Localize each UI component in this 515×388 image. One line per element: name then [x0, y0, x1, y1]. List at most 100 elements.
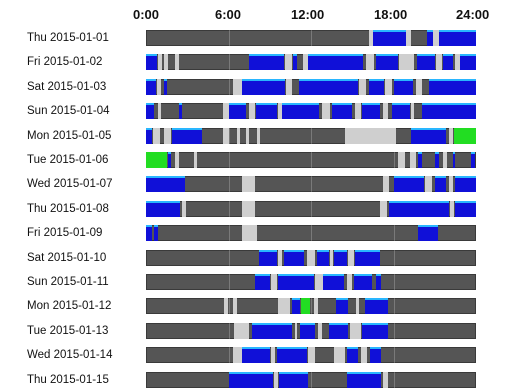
hour-gridline	[393, 347, 395, 363]
row-date-label: Fri 2015-01-02	[27, 56, 103, 68]
activity-segment-gray	[313, 298, 318, 314]
activity-segment-gray	[286, 79, 292, 95]
activity-segment-gray	[246, 128, 250, 144]
activity-segment-gray	[425, 176, 432, 192]
day-timeline-bar	[146, 30, 476, 46]
activity-segment-blue	[346, 347, 358, 363]
activity-segment-gray	[257, 128, 261, 144]
activity-segment-blue	[452, 152, 456, 168]
axis-tick-label: 6:00	[215, 7, 242, 22]
activity-segment-gray	[345, 128, 397, 144]
activity-segment-gray	[158, 54, 163, 70]
activity-segment-blue	[455, 201, 476, 217]
activity-segment-blue	[455, 176, 476, 192]
activity-segment-blue	[146, 128, 152, 144]
hour-gridline	[311, 372, 312, 388]
activity-segment-gray	[436, 54, 442, 70]
hour-gridline	[311, 128, 312, 144]
activity-segment-gray	[368, 30, 373, 46]
activity-segment-blue	[375, 54, 398, 70]
day-timeline-bar	[146, 298, 476, 314]
activity-segment-blue	[256, 103, 277, 119]
activity-segment-gray	[448, 128, 453, 144]
activity-segment-gray	[232, 79, 243, 95]
activity-segment-gray	[306, 250, 316, 266]
activity-segment-gray	[234, 323, 250, 339]
activity-segment-gray	[232, 298, 237, 314]
activity-segment-gray	[317, 323, 322, 339]
activity-segment-gray	[284, 54, 292, 70]
activity-segment-blue	[168, 152, 171, 168]
activity-segment-gray	[366, 54, 375, 70]
hour-gridline	[228, 225, 230, 241]
activity-segment-gray	[415, 79, 423, 95]
activity-segment-blue	[242, 347, 270, 363]
row-date-label: Mon 2015-01-05	[27, 130, 112, 142]
hour-gridline	[228, 347, 230, 363]
activity-segment-blue	[254, 274, 270, 290]
row-date-label: Tue 2015-01-13	[27, 325, 109, 337]
activity-segment-blue	[334, 250, 347, 266]
activity-segment-blue	[335, 298, 349, 314]
row-date-label: Thu 2015-01-01	[27, 32, 109, 44]
activity-segment-gray	[242, 201, 255, 217]
activity-segment-blue	[163, 79, 167, 95]
activity-segment-gray	[302, 54, 309, 70]
activity-segment-blue	[172, 128, 203, 144]
activity-segment-blue	[389, 201, 449, 217]
activity-segment-gray	[382, 103, 388, 119]
row-date-label: Wed 2015-01-07	[27, 178, 113, 190]
activity-segment-blue	[418, 225, 438, 241]
activity-segment-blue	[323, 274, 344, 290]
activity-segment-gray	[433, 30, 439, 46]
activity-segment-gray	[356, 298, 360, 314]
activity-segment-gray	[349, 323, 361, 339]
activity-segment-gray	[249, 103, 255, 119]
activity-segment-green	[454, 128, 476, 144]
activity-segment-blue	[276, 347, 307, 363]
activity-segment-gray	[455, 54, 460, 70]
activity-segment-blue	[434, 152, 439, 168]
activity-segment-gray	[242, 176, 255, 192]
row-date-label: Thu 2015-01-08	[27, 203, 109, 215]
activity-segment-gray	[348, 250, 354, 266]
activity-segment-blue	[416, 54, 435, 70]
activity-segment-gray	[385, 79, 393, 95]
hour-gridline	[393, 152, 395, 168]
row-date-label: Sat 2015-01-03	[27, 81, 107, 93]
activity-segment-blue	[146, 176, 185, 192]
activity-segment-gray	[405, 30, 412, 46]
row-date-label: Sat 2015-01-10	[27, 252, 107, 264]
day-timeline-bar	[146, 54, 476, 70]
axis-tick-label: 0:00	[133, 7, 160, 22]
activity-segment-gray	[174, 152, 179, 168]
activity-segment-gray	[411, 103, 415, 119]
hour-gridline	[393, 372, 395, 388]
activity-segment-blue	[331, 103, 353, 119]
activity-segment-blue	[346, 372, 382, 388]
day-timeline-bar	[146, 250, 476, 266]
activity-segment-blue	[370, 347, 382, 363]
activity-segment-blue	[361, 103, 380, 119]
row-date-label: Thu 2015-01-15	[27, 374, 109, 386]
activity-segment-gray	[448, 176, 453, 192]
activity-segment-blue	[434, 176, 446, 192]
activity-segment-blue	[228, 103, 247, 119]
day-timeline-bar	[146, 128, 476, 144]
activity-segment-blue	[375, 274, 382, 290]
activity-segment-blue	[364, 298, 388, 314]
activity-segment-blue	[328, 323, 349, 339]
activity-segment-blue	[392, 103, 410, 119]
activity-segment-blue	[249, 54, 284, 70]
activity-segment-gray	[163, 128, 171, 144]
activity-segment-blue	[300, 323, 316, 339]
activity-segment-gray	[273, 372, 278, 388]
activity-segment-gray	[158, 103, 162, 119]
activity-segment-blue	[418, 152, 423, 168]
activity-segment-gray	[223, 103, 229, 119]
activity-segment-blue	[179, 103, 182, 119]
hour-gridline	[393, 323, 395, 339]
axis-tick-label: 24:00	[456, 7, 490, 22]
activity-segment-blue	[459, 54, 476, 70]
activity-segment-gray	[163, 54, 168, 70]
